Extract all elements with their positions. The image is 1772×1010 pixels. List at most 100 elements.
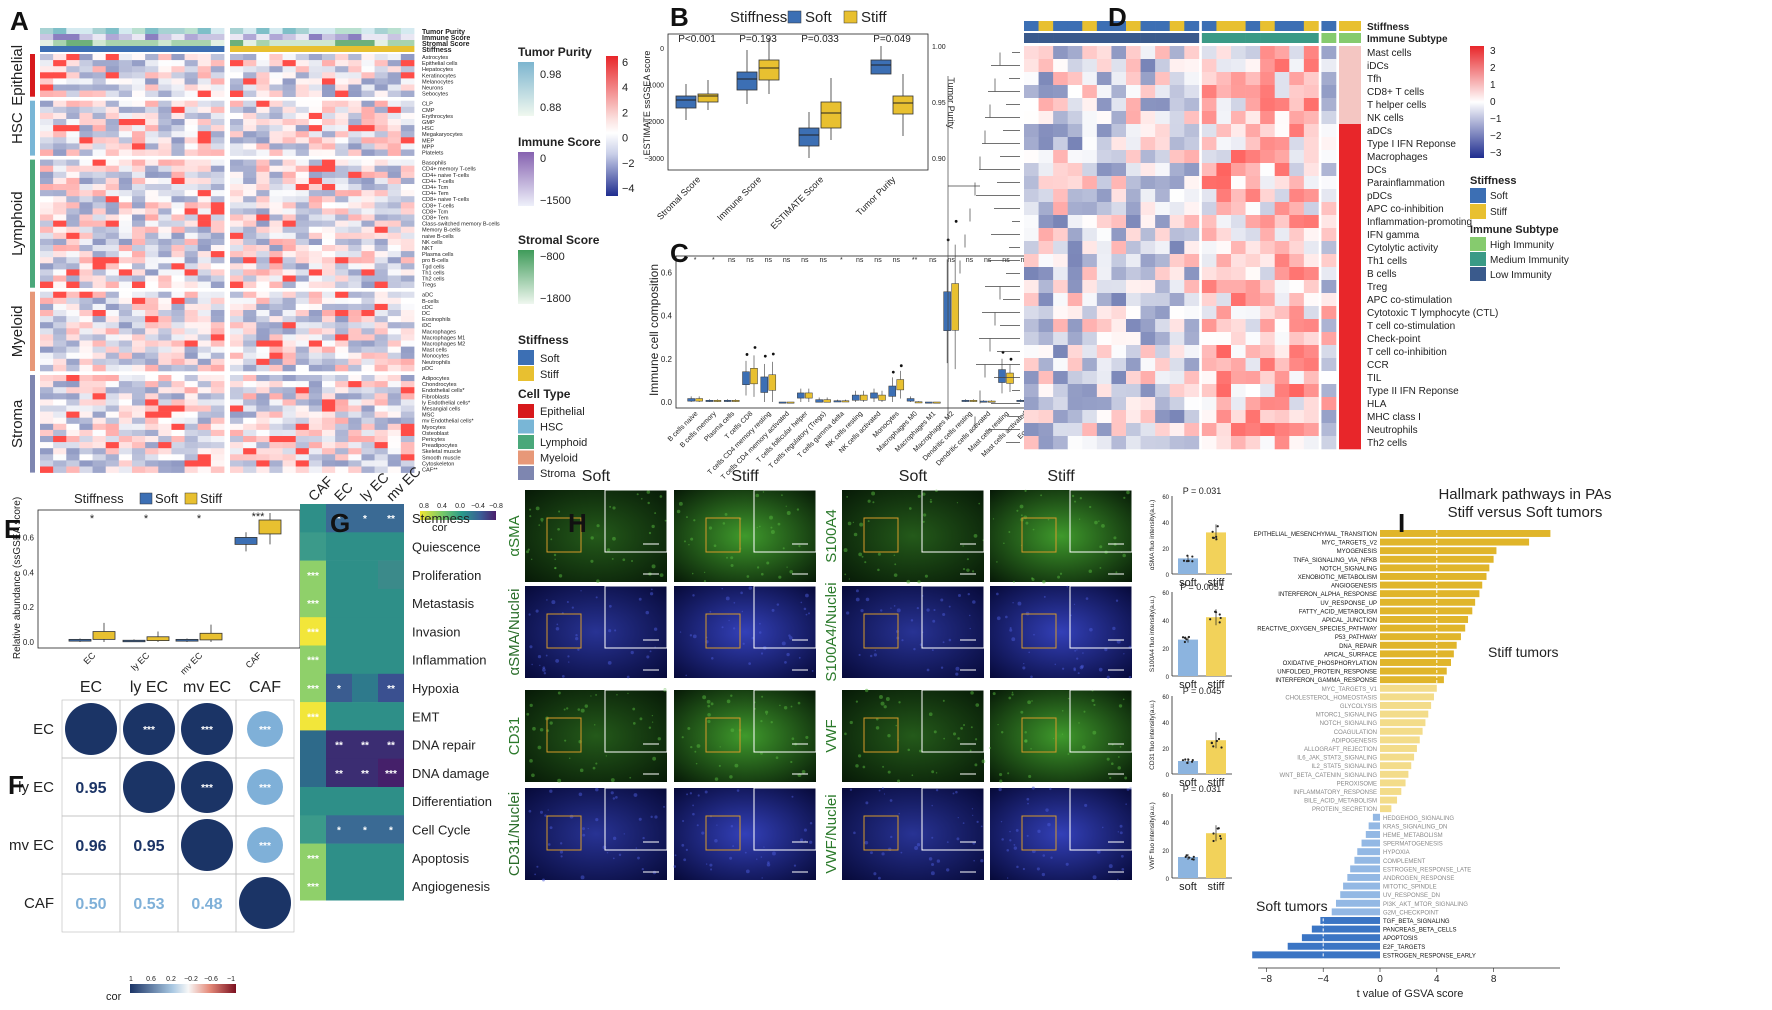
heat-cell <box>53 405 67 412</box>
speckle <box>535 506 540 511</box>
heat-cell <box>132 112 146 120</box>
speckle <box>770 526 773 529</box>
track-cell <box>1231 33 1246 43</box>
heat-cell <box>197 54 212 61</box>
heat-cell <box>1260 345 1276 359</box>
heat-cell <box>322 119 336 126</box>
legend-item: Stroma <box>540 468 576 480</box>
track-cell <box>295 40 310 46</box>
heat-cell <box>400 177 415 185</box>
heat-cell <box>282 149 297 156</box>
heat-cell <box>79 310 93 317</box>
heat-cell <box>400 399 415 406</box>
speckle <box>980 859 984 863</box>
track-cell <box>158 34 172 40</box>
heat-cell <box>230 381 244 388</box>
box <box>122 639 146 643</box>
heat-cell <box>132 393 146 400</box>
track-cell <box>282 28 297 34</box>
heat-cell <box>256 143 270 150</box>
heat-cell <box>282 405 297 412</box>
heat-cell <box>145 78 159 85</box>
heat-cell <box>184 322 199 329</box>
speckle <box>855 589 859 593</box>
inset-frame <box>921 585 985 649</box>
heat-cell <box>171 171 185 179</box>
heat-cell <box>1289 358 1305 372</box>
heat-cell <box>352 560 378 590</box>
heat-cell <box>243 232 257 240</box>
box <box>841 400 850 403</box>
track-cell <box>335 28 349 34</box>
corr-circle <box>247 769 283 805</box>
legend-tick: 0.98 <box>540 69 561 81</box>
speckle <box>612 797 616 800</box>
heat-cell <box>40 291 54 299</box>
data-point <box>1216 525 1219 528</box>
heat-cell <box>1169 332 1185 346</box>
heat-cell <box>1082 189 1098 203</box>
heat-cell <box>378 730 404 759</box>
heat-cell <box>256 429 270 437</box>
y-tick: 40 <box>1162 721 1169 727</box>
heat-cell <box>322 387 336 394</box>
speckle <box>917 580 921 584</box>
heat-cell <box>1289 436 1305 450</box>
row-label: Endothelial cells* <box>422 388 465 394</box>
speckle <box>1040 494 1043 497</box>
speckle <box>786 652 790 657</box>
row-label: HSC <box>422 126 434 132</box>
speckle <box>553 553 557 557</box>
heat-cell <box>145 328 159 335</box>
speckle <box>877 876 881 880</box>
heat-cell <box>92 429 107 437</box>
heat-cell <box>308 297 323 305</box>
heat-cell <box>1303 111 1319 125</box>
speckle <box>999 772 1003 777</box>
heat-cell <box>335 423 349 431</box>
speckle <box>1088 569 1093 573</box>
heat-cell <box>1082 202 1098 216</box>
zoom-box <box>863 717 899 753</box>
heat-cell <box>171 190 185 197</box>
track-cell <box>53 40 67 46</box>
heat-cell <box>326 560 352 590</box>
heat-cell <box>1155 150 1171 164</box>
heat-cell <box>374 214 389 221</box>
heat-cell <box>243 119 257 126</box>
heat-cell <box>243 251 257 258</box>
heat-cell <box>118 177 133 185</box>
heat-cell <box>335 251 349 258</box>
bar-stiff <box>1206 740 1226 774</box>
speckle <box>972 570 975 573</box>
heat-cell <box>197 119 212 126</box>
speckle <box>1037 829 1041 833</box>
heat-cell <box>243 226 257 234</box>
heat-cell <box>184 232 199 240</box>
speckle <box>759 525 761 528</box>
heat-cell <box>1053 228 1069 242</box>
track-cell <box>1289 33 1305 43</box>
box <box>914 401 923 404</box>
speckle <box>726 699 731 704</box>
heat-cell <box>322 184 336 191</box>
heat-cell <box>308 159 323 166</box>
heat-cell <box>1067 189 1083 203</box>
heat-cell <box>118 399 133 406</box>
heat-cell <box>145 159 159 166</box>
track-cell <box>361 28 375 34</box>
heat-cell <box>256 466 270 473</box>
track-cell <box>1126 33 1141 43</box>
heat-cell <box>79 119 93 126</box>
micrograph <box>990 690 1132 782</box>
heat-cell <box>335 149 349 156</box>
speckle <box>1009 628 1013 632</box>
legend-item: Stiff <box>861 9 887 26</box>
heat-cell <box>308 137 323 144</box>
heat-cell <box>243 448 257 455</box>
heat-cell <box>145 281 159 288</box>
heat-cell <box>171 251 185 258</box>
heat-cell <box>1038 241 1054 255</box>
heat-cell <box>184 66 199 73</box>
heat-cell <box>361 106 375 114</box>
